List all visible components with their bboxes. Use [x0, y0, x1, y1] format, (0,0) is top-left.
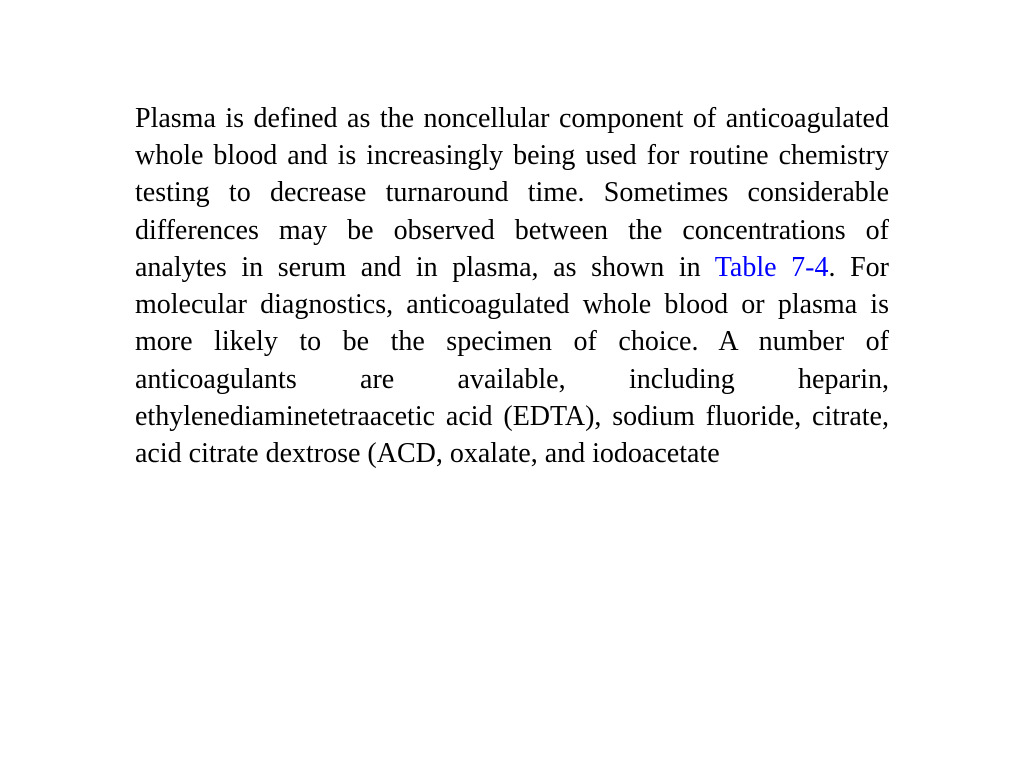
page: Plasma is defined as the noncellular com… — [0, 0, 1024, 768]
body-paragraph: Plasma is defined as the noncellular com… — [135, 100, 889, 472]
table-7-4-link[interactable]: Table 7-4 — [715, 252, 829, 283]
paragraph-text-after-link: . For molecular diagnostics, anticoagula… — [135, 252, 889, 469]
